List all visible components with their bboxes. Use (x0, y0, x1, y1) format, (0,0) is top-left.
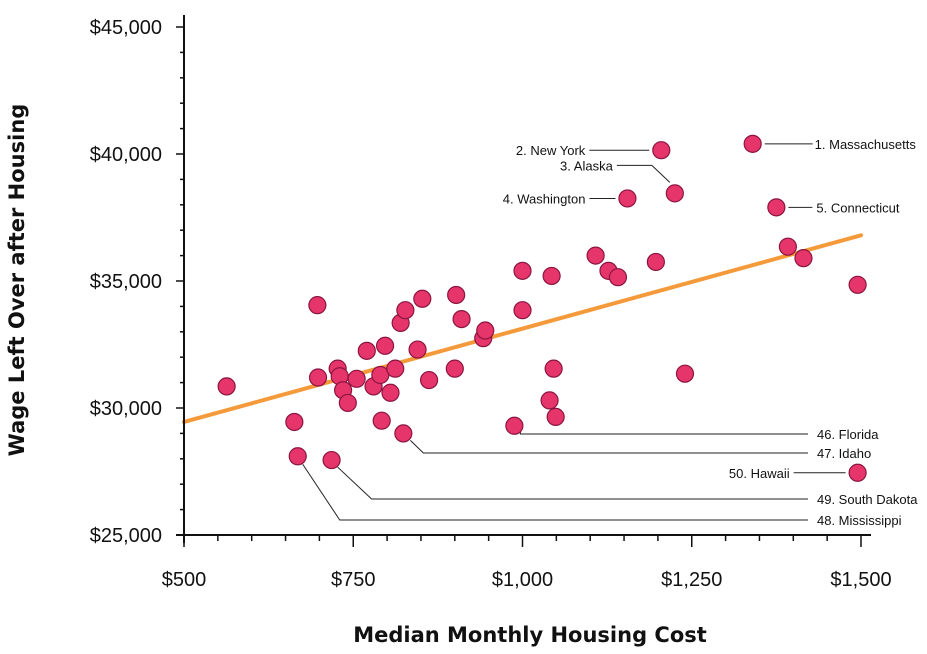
point-annotation-label: 47. Idaho (817, 446, 871, 461)
x-tick-label: $750 (331, 569, 376, 591)
data-point (288, 447, 307, 466)
trendline-group (182, 233, 863, 424)
data-point (665, 184, 684, 203)
data-point (513, 261, 532, 280)
x-tick-label: $500 (162, 569, 207, 591)
data-point (743, 134, 762, 153)
data-point (794, 249, 813, 268)
x-axis-title: Median Monthly Housing Cost (353, 623, 707, 647)
data-point (767, 198, 786, 217)
point-annotation-label: 4. Washington (503, 191, 586, 206)
annotation-leader (302, 463, 808, 521)
data-point (419, 370, 439, 390)
data-point (396, 301, 415, 320)
data-point (778, 237, 797, 256)
data-point (608, 268, 628, 287)
data-points (217, 134, 867, 482)
x-tick-label: $1,500 (830, 569, 891, 591)
data-point (513, 301, 532, 320)
data-point (386, 359, 405, 378)
point-annotation-label: 48. Mississippi (817, 513, 902, 528)
data-point (675, 364, 695, 383)
data-point (308, 296, 327, 315)
y-tick-label: $45,000 (90, 17, 162, 39)
data-point (217, 377, 236, 396)
data-point (372, 411, 391, 430)
data-point (546, 407, 565, 426)
data-point (413, 289, 432, 308)
annotation-leader (410, 440, 808, 454)
y-tick-label: $30,000 (90, 398, 162, 420)
trend-line (182, 233, 863, 424)
point-annotation-label: 50. Hawaii (729, 466, 790, 481)
y-axis-title: Wage Left Over after Housing (5, 104, 29, 457)
data-point (322, 450, 341, 470)
data-point (848, 463, 867, 482)
point-annotation-label: 3. Alaska (560, 158, 614, 173)
annotation-leader (616, 164, 671, 183)
data-point (338, 393, 357, 413)
point-annotation-label: 1. Massachusetts (815, 137, 917, 152)
data-point (285, 412, 304, 432)
data-point (381, 383, 400, 402)
x-axis-ticks: $500 $750 $1,000 $1,250 $1,500 (162, 535, 892, 591)
data-point (652, 141, 671, 160)
point-annotation-label: 2. New York (516, 143, 586, 158)
data-point (542, 266, 561, 286)
point-annotation-label: 49. South Dakota (817, 492, 918, 507)
axes: $25,000 $30,000 $35,000 $40,000 $45,000 $500… (90, 15, 892, 591)
data-point (544, 359, 563, 378)
data-point (308, 368, 328, 387)
data-point (452, 310, 471, 329)
annotation-leader (337, 466, 808, 500)
data-point (848, 275, 867, 294)
data-point (445, 359, 464, 378)
data-point (476, 321, 495, 340)
y-tick-label: $25,000 (90, 525, 162, 547)
y-tick-label: $40,000 (90, 144, 162, 166)
y-tick-label: $35,000 (90, 271, 162, 293)
annotation-leader (519, 427, 808, 435)
point-annotation-label: 5. Connecticut (816, 200, 899, 215)
y-axis-ticks: $25,000 $30,000 $35,000 $40,000 $45,000 (90, 17, 184, 547)
data-point (447, 285, 466, 305)
data-point (347, 369, 366, 388)
data-point (375, 336, 395, 355)
data-point (394, 424, 413, 443)
data-point (586, 246, 605, 265)
x-tick-label: $1,000 (492, 569, 553, 591)
data-point (505, 416, 524, 435)
data-point (357, 341, 376, 360)
data-point (618, 189, 637, 208)
data-point (646, 252, 665, 272)
x-tick-label: $1,250 (661, 569, 722, 591)
point-annotation-label: 46. Florida (817, 427, 879, 442)
data-point (408, 340, 427, 359)
data-point (540, 391, 559, 410)
